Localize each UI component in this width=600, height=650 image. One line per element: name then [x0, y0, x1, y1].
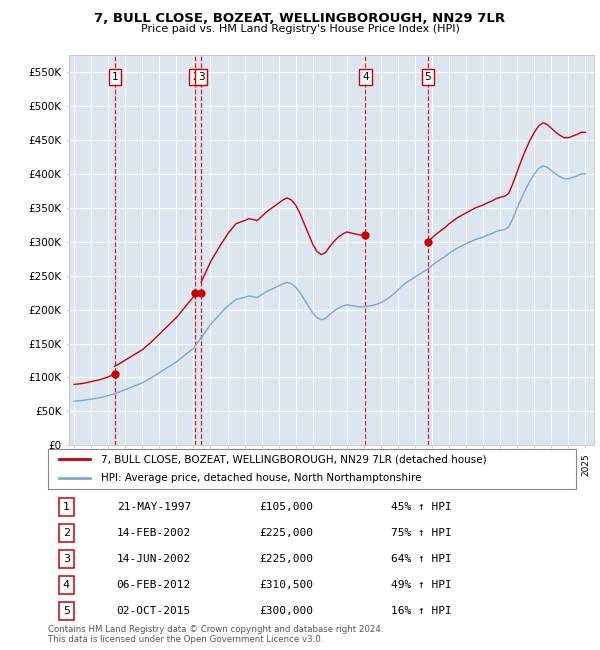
Text: HPI: Average price, detached house, North Northamptonshire: HPI: Average price, detached house, Nort… — [101, 473, 421, 483]
Text: £300,000: £300,000 — [259, 606, 313, 616]
Text: 2: 2 — [192, 72, 199, 82]
Text: 45% ↑ HPI: 45% ↑ HPI — [391, 502, 452, 512]
Text: 1: 1 — [63, 502, 70, 512]
Text: 3: 3 — [63, 554, 70, 564]
Text: 06-FEB-2012: 06-FEB-2012 — [116, 580, 191, 590]
Text: 5: 5 — [425, 72, 431, 82]
Text: 21-MAY-1997: 21-MAY-1997 — [116, 502, 191, 512]
Text: 1: 1 — [112, 72, 118, 82]
Text: Price paid vs. HM Land Registry's House Price Index (HPI): Price paid vs. HM Land Registry's House … — [140, 24, 460, 34]
Text: 4: 4 — [63, 580, 70, 590]
Text: 4: 4 — [362, 72, 369, 82]
Text: 7, BULL CLOSE, BOZEAT, WELLINGBOROUGH, NN29 7LR: 7, BULL CLOSE, BOZEAT, WELLINGBOROUGH, N… — [94, 12, 506, 25]
Text: £310,500: £310,500 — [259, 580, 313, 590]
Text: 14-JUN-2002: 14-JUN-2002 — [116, 554, 191, 564]
Text: 7, BULL CLOSE, BOZEAT, WELLINGBOROUGH, NN29 7LR (detached house): 7, BULL CLOSE, BOZEAT, WELLINGBOROUGH, N… — [101, 454, 487, 464]
Text: 5: 5 — [63, 606, 70, 616]
Text: £105,000: £105,000 — [259, 502, 313, 512]
Text: 2: 2 — [63, 528, 70, 538]
Text: 75% ↑ HPI: 75% ↑ HPI — [391, 528, 452, 538]
Text: 02-OCT-2015: 02-OCT-2015 — [116, 606, 191, 616]
Text: 3: 3 — [198, 72, 205, 82]
Text: 64% ↑ HPI: 64% ↑ HPI — [391, 554, 452, 564]
Text: 16% ↑ HPI: 16% ↑ HPI — [391, 606, 452, 616]
Text: Contains HM Land Registry data © Crown copyright and database right 2024.: Contains HM Land Registry data © Crown c… — [48, 625, 383, 634]
Text: This data is licensed under the Open Government Licence v3.0.: This data is licensed under the Open Gov… — [48, 635, 323, 644]
Text: £225,000: £225,000 — [259, 554, 313, 564]
Text: £225,000: £225,000 — [259, 528, 313, 538]
Text: 49% ↑ HPI: 49% ↑ HPI — [391, 580, 452, 590]
Text: 14-FEB-2002: 14-FEB-2002 — [116, 528, 191, 538]
